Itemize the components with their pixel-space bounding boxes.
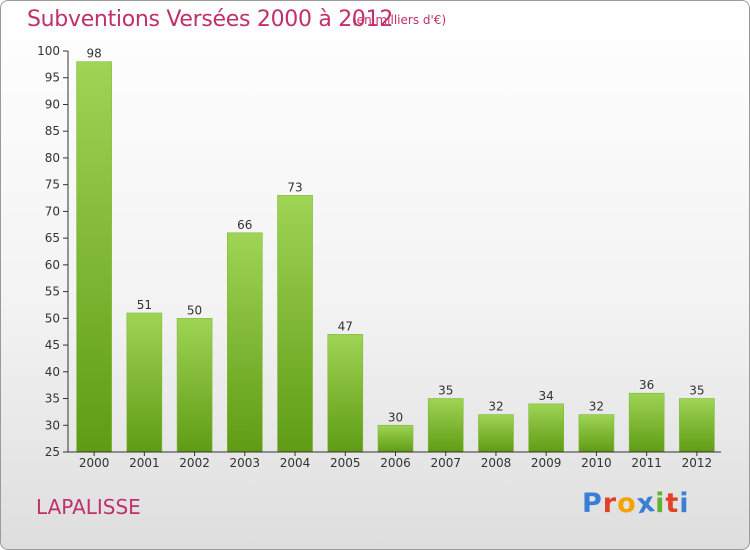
y-tick-label: 65 — [45, 231, 60, 245]
logo-letter: i — [679, 488, 690, 519]
chart-subtitle: (en milliers d'€) — [352, 13, 447, 27]
x-tick-label: 2009 — [531, 456, 562, 470]
bar-2009 — [528, 403, 564, 453]
x-tick-label: 2002 — [179, 456, 210, 470]
y-tick-label: 50 — [45, 311, 60, 325]
bar-value-label: 47 — [338, 319, 353, 333]
bar-value-label: 30 — [388, 410, 403, 424]
x-tick-label: 2010 — [581, 456, 612, 470]
x-tick-label: 2011 — [631, 456, 662, 470]
logo-letter: i — [655, 488, 666, 519]
x-tick-label: 2004 — [280, 456, 311, 470]
bar-2011 — [628, 392, 665, 453]
bar-2010 — [578, 414, 615, 453]
y-tick-label: 45 — [45, 338, 60, 352]
bar-2005 — [327, 334, 364, 453]
y-tick-label: 80 — [45, 151, 60, 165]
bar-value-label: 35 — [689, 384, 704, 398]
bar-value-label: 66 — [237, 218, 252, 232]
bar-2004 — [277, 195, 313, 453]
y-tick-label: 90 — [45, 97, 60, 111]
bar-value-label: 50 — [187, 303, 202, 317]
y-tick-label: 25 — [45, 445, 60, 459]
bar-value-label: 34 — [539, 389, 554, 403]
logo-letter: t — [665, 488, 680, 519]
bar-value-label: 98 — [86, 47, 101, 61]
commune-name: LAPALISSE — [36, 495, 141, 519]
x-tick-label: 2003 — [230, 456, 261, 470]
bar-2003 — [227, 232, 263, 453]
bar-2002 — [176, 318, 213, 453]
x-tick-label: 2000 — [79, 456, 110, 470]
y-tick-label: 40 — [45, 365, 60, 379]
bar-value-label: 36 — [639, 378, 654, 392]
x-tick-label: 2007 — [430, 456, 461, 470]
y-tick-label: 100 — [37, 44, 60, 58]
x-tick-label: 2012 — [682, 456, 713, 470]
bar-value-label: 32 — [589, 400, 604, 414]
y-tick-label: 85 — [45, 124, 60, 138]
y-tick-label: 35 — [45, 392, 60, 406]
bar-2006 — [377, 424, 414, 453]
logo-letter: x — [634, 486, 658, 521]
bar-value-label: 32 — [488, 400, 503, 414]
bar-2001 — [126, 312, 163, 453]
bar-2000 — [76, 61, 112, 453]
bar-value-label: 35 — [438, 384, 453, 398]
y-tick-label: 55 — [45, 285, 60, 299]
logo-letter: r — [602, 488, 618, 519]
x-tick-label: 2006 — [380, 456, 411, 470]
logo-letter: P — [582, 488, 603, 519]
x-tick-label: 2005 — [330, 456, 361, 470]
x-tick-label: 2001 — [129, 456, 160, 470]
y-tick-label: 30 — [45, 418, 60, 432]
bar-2008 — [478, 414, 514, 453]
logo-letter: o — [617, 488, 637, 519]
bar-2007 — [427, 398, 464, 453]
y-tick-label: 70 — [45, 204, 60, 218]
y-tick-label: 75 — [45, 178, 60, 192]
y-tick-label: 95 — [45, 71, 60, 85]
y-tick-label: 60 — [45, 258, 60, 272]
chart-title: Subventions Versées 2000 à 2012 — [27, 7, 394, 32]
bar-2012 — [679, 398, 715, 453]
bar-value-label: 73 — [287, 180, 302, 194]
bar-value-label: 51 — [137, 298, 152, 312]
proxiti-logo: Proxiti — [582, 486, 690, 521]
x-tick-label: 2008 — [481, 456, 512, 470]
